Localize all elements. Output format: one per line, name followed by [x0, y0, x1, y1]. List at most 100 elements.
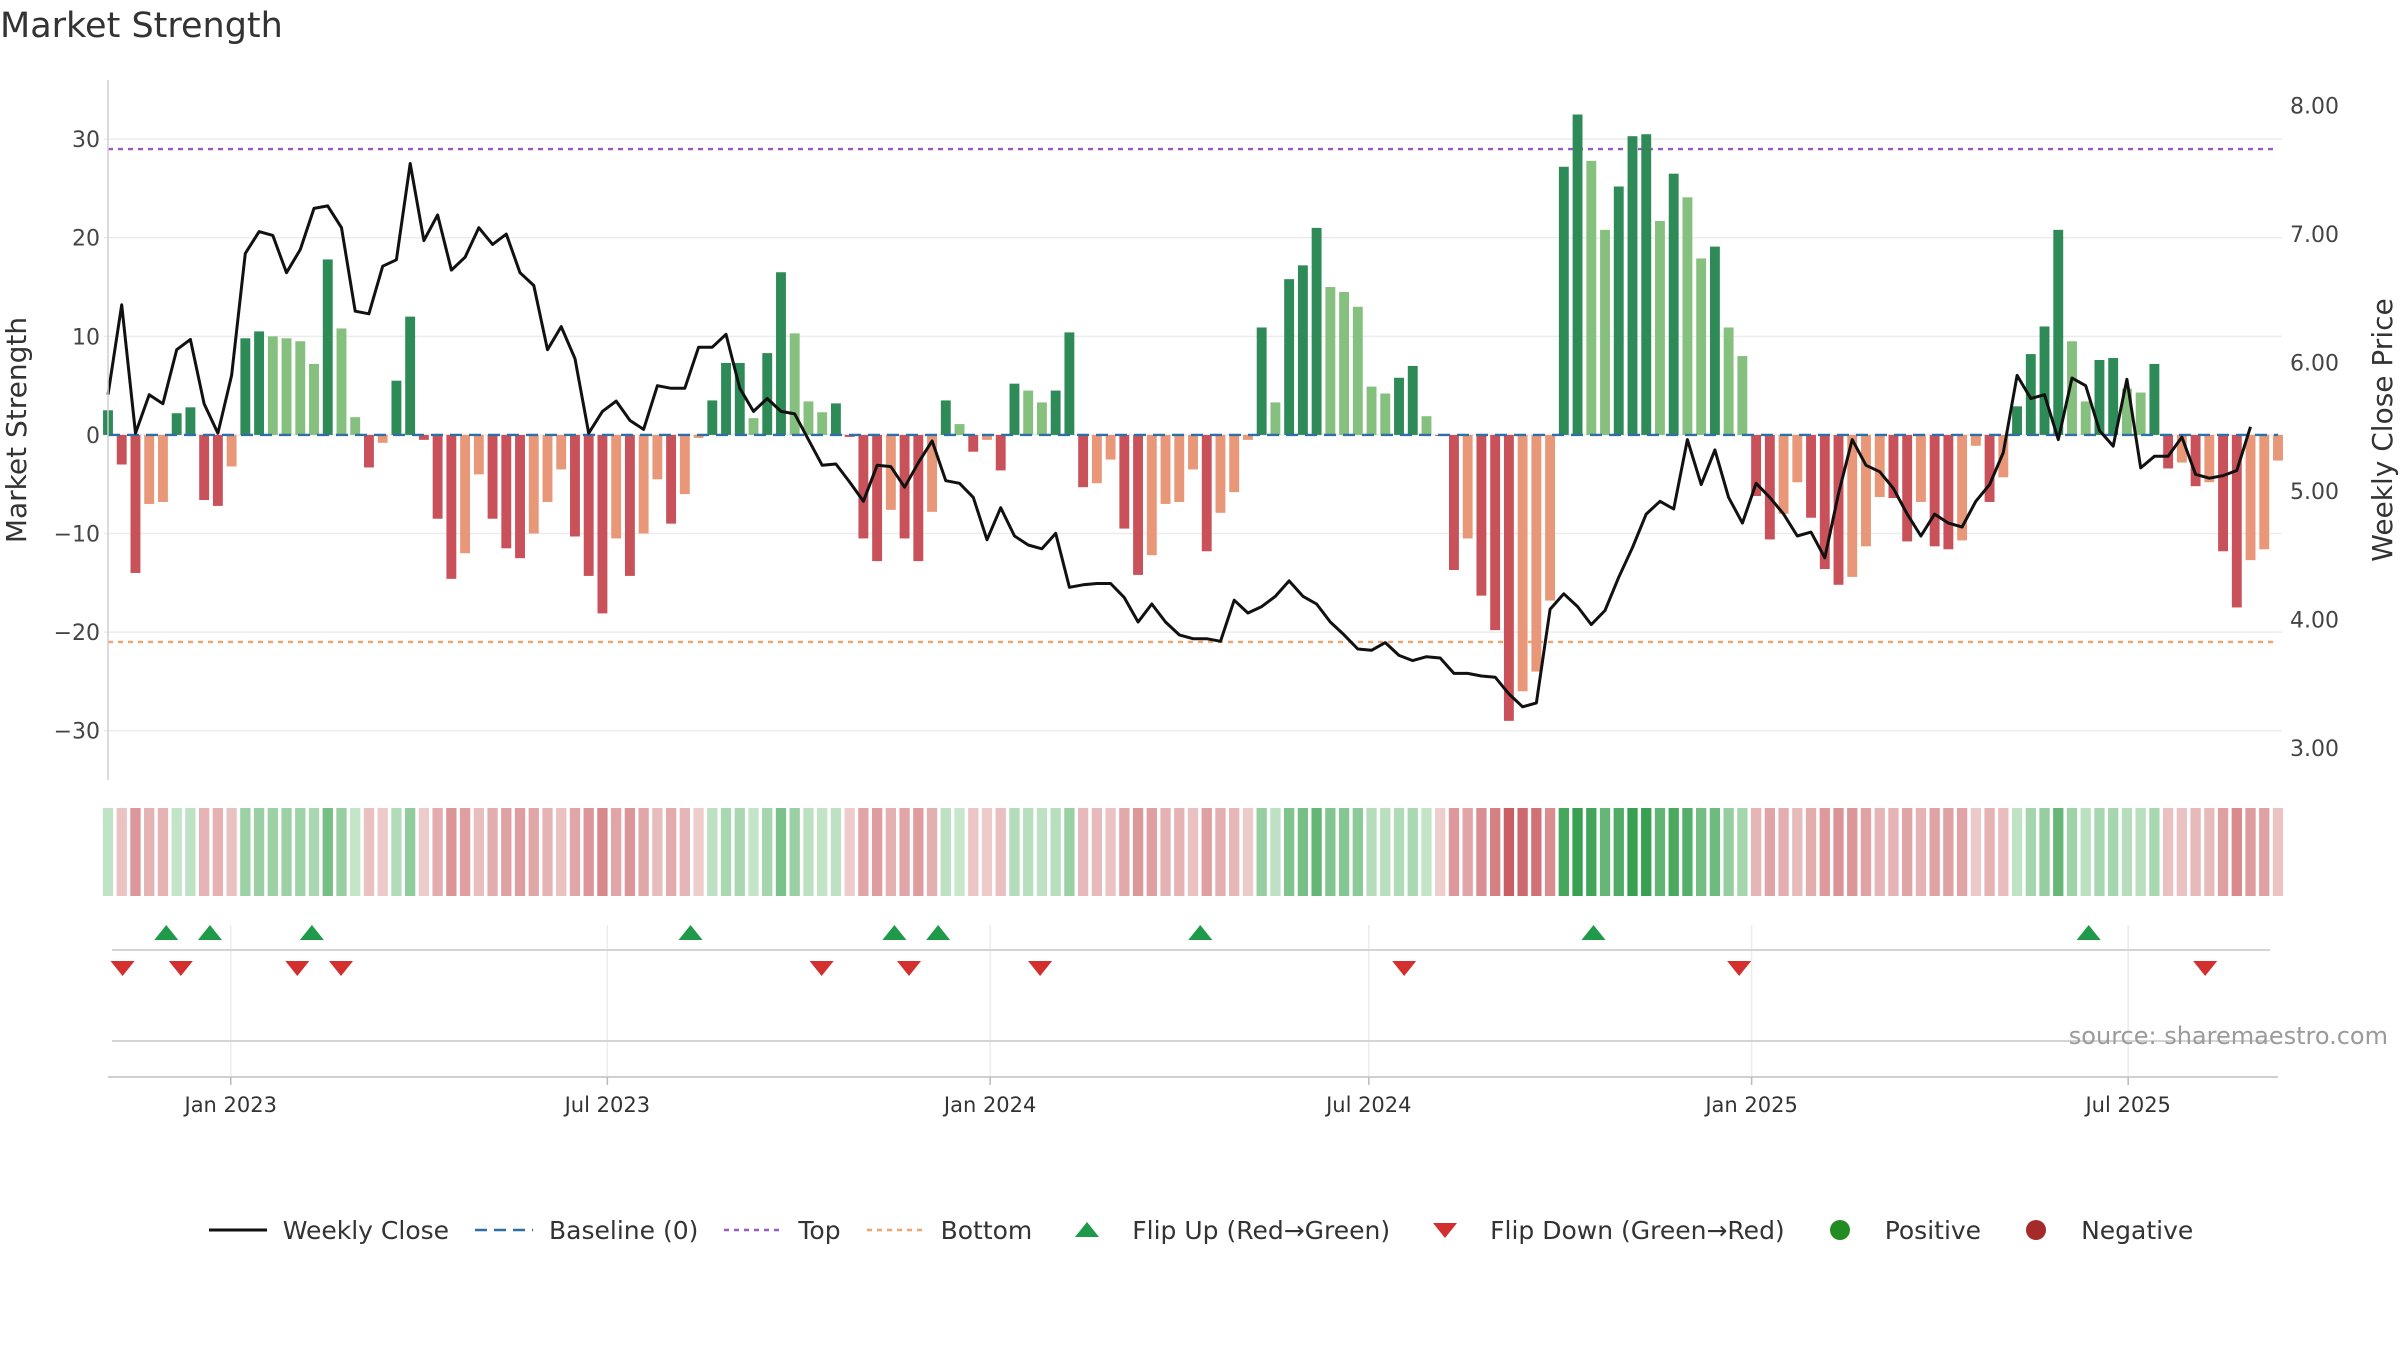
right-tick-label: 6.00 — [2290, 352, 2339, 377]
strength-bar — [1174, 434, 1185, 502]
strength-bar — [473, 434, 484, 475]
heat-cell — [954, 808, 965, 896]
strength-bar — [2080, 401, 2091, 435]
strength-bar — [1297, 265, 1308, 435]
heat-cell — [1091, 808, 1103, 896]
strength-bar — [1517, 434, 1528, 692]
strength-bar — [240, 338, 251, 435]
heat-cell — [1696, 808, 1707, 896]
strength-bar — [817, 412, 828, 435]
flip-down-marker — [1028, 961, 1053, 976]
heat-cell — [1407, 808, 1418, 896]
strength-bar — [1613, 186, 1624, 435]
heat-cell — [1764, 808, 1775, 896]
heat-cell — [528, 808, 539, 896]
flip-down-marker — [1727, 961, 1752, 976]
heat-cell — [267, 808, 278, 896]
strength-bar — [171, 413, 182, 435]
heat-cell — [542, 808, 553, 896]
strength-bar — [927, 434, 937, 512]
strength-bar — [1050, 390, 1061, 435]
left-tick-label: −30 — [54, 720, 100, 745]
strength-bar — [1256, 327, 1267, 435]
strength-bar — [1023, 390, 1034, 435]
heat-cell — [446, 808, 457, 896]
date-tick-label: Jan 2023 — [183, 1093, 278, 1117]
flip-down-marker — [897, 961, 922, 976]
heat-cell — [308, 808, 320, 896]
legend-item-baseline: Baseline (0) — [473, 1216, 698, 1245]
strength-bar — [1915, 434, 1926, 502]
strength-bar — [2231, 434, 2242, 608]
heat-cell — [899, 808, 910, 896]
left-tick-label: 0 — [86, 424, 100, 449]
heat-cell — [830, 808, 842, 896]
strength-bar — [1737, 356, 1748, 435]
strength-bar — [1091, 434, 1102, 484]
flip-down-marker — [2193, 961, 2218, 976]
heat-cell — [1641, 808, 1652, 896]
heat-cell — [1421, 808, 1432, 896]
legend-label: Bottom — [940, 1215, 1033, 1245]
strength-bar — [1847, 434, 1858, 577]
strength-bar — [707, 400, 718, 435]
strength-bar — [1242, 434, 1253, 440]
heat-cell — [817, 808, 828, 896]
heat-cell — [1599, 808, 1611, 896]
heat-cell — [1352, 808, 1363, 896]
heat-cell — [995, 808, 1006, 896]
strength-bar — [1764, 434, 1775, 540]
right-tick-label: 4.00 — [2290, 608, 2339, 633]
heat-cell — [130, 808, 141, 896]
heat-cell — [1750, 808, 1762, 896]
heat-cell — [1833, 808, 1844, 896]
strength-bar — [350, 417, 361, 435]
strength-bar — [1229, 434, 1240, 493]
heat-cell — [1888, 808, 1899, 896]
strength-bar — [1902, 434, 1913, 542]
heat-cell — [762, 808, 773, 896]
reference-lines — [108, 147, 2278, 644]
heat-cell — [198, 808, 210, 896]
strength-bar — [487, 434, 498, 519]
heat-cell — [679, 808, 690, 896]
heat-cell — [2094, 808, 2105, 896]
right-tick-label: 5.00 — [2290, 480, 2339, 505]
heat-cell — [1503, 808, 1515, 896]
strength-bar — [267, 336, 278, 435]
strength-bar — [1476, 434, 1487, 596]
heat-cell — [102, 808, 114, 896]
strength-bar — [954, 424, 965, 435]
strength-bar — [1284, 279, 1295, 435]
strength-bar — [542, 434, 553, 502]
strength-bar — [968, 434, 979, 452]
right-tick-label: 7.00 — [2290, 223, 2339, 248]
heat-cell — [295, 808, 306, 896]
heat-cell — [281, 808, 292, 896]
heat-cell — [693, 808, 704, 896]
strength-bar — [693, 434, 704, 438]
strength-bar — [1572, 114, 1583, 435]
heat-cell — [116, 808, 127, 896]
strength-bar — [2259, 434, 2270, 550]
heat-cell — [2053, 808, 2064, 896]
strength-bar — [2176, 434, 2187, 463]
strength-bar — [1119, 434, 1130, 529]
heat-cell — [871, 808, 883, 896]
strength-bar — [1078, 434, 1089, 488]
strength-bar — [212, 434, 223, 506]
heat-cell — [2162, 808, 2174, 896]
heat-cell — [2231, 808, 2242, 896]
strength-bar — [1462, 434, 1473, 539]
strength-bar — [2149, 363, 2160, 435]
right-tick-label: 3.00 — [2290, 737, 2339, 762]
heat-cell — [1819, 808, 1830, 896]
heat-cell — [1462, 808, 1473, 896]
heat-cell — [1929, 808, 1940, 896]
heat-cell — [1627, 808, 1638, 896]
strength-bar — [2204, 434, 2215, 483]
heat-cell — [1544, 808, 1556, 896]
heat-cell — [501, 808, 512, 896]
heat-cell — [1984, 808, 1995, 896]
heat-cell — [1105, 808, 1116, 896]
